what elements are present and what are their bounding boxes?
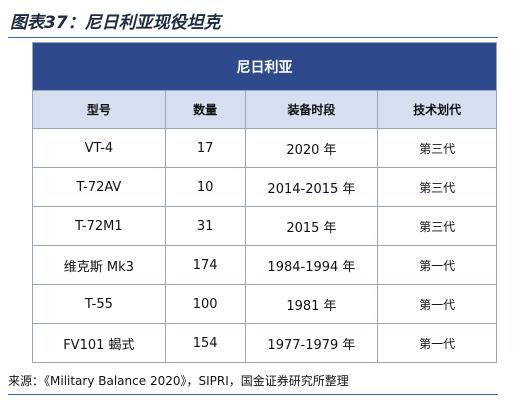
table-cell: 维克斯 Mk3 bbox=[32, 245, 166, 285]
table-cell: 2015 年 bbox=[244, 206, 379, 246]
table-row: T-72M1 31 2015 年第三代 bbox=[32, 206, 497, 246]
source-note: 来源：《Military Balance 2020》，SIPRI，国金证券研究所… bbox=[8, 374, 349, 388]
table-row: 维克斯 Mk3 174 1984-1994 年第一代 bbox=[32, 245, 497, 285]
tank-table: 尼日利亚 型号 数量 装备时段 技术划代 VT-4 17 2020 年第三代 T-72AV 1… bbox=[32, 42, 497, 363]
title-row: 尼日利亚 bbox=[32, 42, 497, 91]
table-cell: T-72M1 bbox=[32, 206, 166, 246]
column-header: 数量 bbox=[164, 90, 246, 129]
column-header: 型号 bbox=[32, 90, 166, 129]
table-row: T-55 100 1981 年第一代 bbox=[32, 284, 497, 324]
table-cell: 2014-2015 年 bbox=[244, 167, 379, 207]
table-cell: 第三代 bbox=[377, 128, 497, 168]
table-cell: 1977-1979 年 bbox=[244, 323, 379, 363]
table-cell: 100 bbox=[164, 284, 246, 324]
table-cell: 第一代 bbox=[377, 245, 497, 285]
table-cell: 第三代 bbox=[377, 167, 497, 207]
table-cell: 31 bbox=[164, 206, 246, 246]
table-body: VT-4 17 2020 年第三代 T-72AV 10 2014-2015 年第三代 T-7… bbox=[32, 128, 497, 363]
table-cell: 1984-1994 年 bbox=[244, 245, 379, 285]
table-cell: 第三代 bbox=[377, 206, 497, 246]
table-head: 尼日利亚 型号 数量 装备时段 技术划代 bbox=[32, 42, 497, 129]
table-cell: 17 bbox=[164, 128, 246, 168]
table-cell: T-55 bbox=[32, 284, 166, 324]
table-cell: VT-4 bbox=[32, 128, 166, 168]
table-row: T-72AV 10 2014-2015 年第三代 bbox=[32, 167, 497, 207]
column-header: 技术划代 bbox=[377, 90, 497, 129]
table-cell: 1981 年 bbox=[244, 284, 379, 324]
title-rule bbox=[8, 37, 498, 38]
table-cell: 2020 年 bbox=[244, 128, 379, 168]
table-cell: 154 bbox=[164, 323, 246, 363]
table-row: VT-4 17 2020 年第三代 bbox=[32, 128, 497, 168]
table-cell: 第一代 bbox=[377, 284, 497, 324]
table-cell: FV101 蝎式 bbox=[32, 323, 166, 363]
table-row: FV101 蝎式 154 1977-1979 年第一代 bbox=[32, 323, 497, 363]
figure-title: 图表37：尼日利亚现役坦克 bbox=[10, 13, 221, 33]
table-cell: 10 bbox=[164, 167, 246, 207]
bottom-rule bbox=[8, 394, 498, 395]
column-header: 装备时段 bbox=[244, 90, 379, 129]
table-cell: 第一代 bbox=[377, 323, 497, 363]
table-title: 尼日利亚 bbox=[32, 42, 497, 91]
table-cell: 174 bbox=[164, 245, 246, 285]
table-cell: T-72AV bbox=[32, 167, 166, 207]
column-row: 型号 数量 装备时段 技术划代 bbox=[32, 90, 497, 129]
